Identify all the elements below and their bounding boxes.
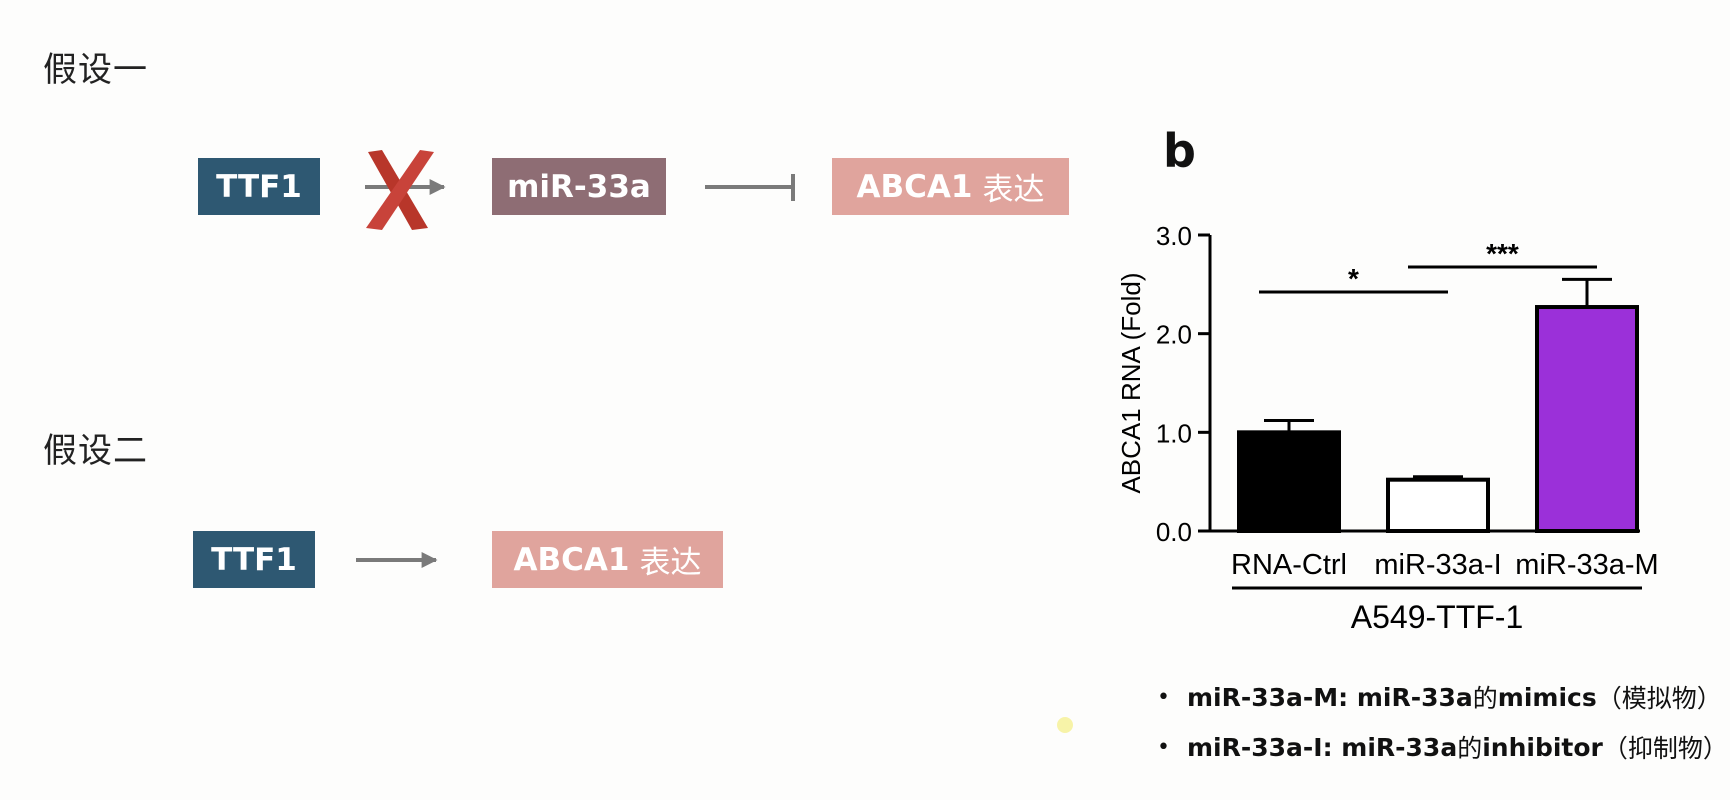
note-item: • miR-33a-M: miR-33a 的 mimics （模拟物） [1157,672,1728,722]
cross-icon [366,150,434,230]
ttf1-label: TTF1 [211,541,297,578]
abca1-box-2: ABCA1 表达 [492,531,723,588]
ttf1-label: TTF1 [216,168,302,205]
note-text: 的 [1472,684,1498,713]
note-term: miR-33a-I: miR-33a [1187,732,1458,762]
abca1-label: ABCA1 [856,168,973,205]
significance-label: * [1348,263,1359,294]
y-axis-label: ABCA1 RNA (Fold) [1116,272,1146,493]
notes-list: • miR-33a-M: miR-33a 的 mimics （模拟物） • miR-… [1157,672,1728,772]
ttf1-box-2: TTF1 [193,531,315,588]
significance-label: *** [1486,238,1519,269]
hypothesis-2-heading: 假设二 [43,431,148,471]
y-tick-label: 2.0 [1156,320,1192,350]
note-item: • miR-33a-I: miR-33a 的 inhibitor （抑制物） [1157,722,1728,772]
x-group-label: A549-TTF-1 [1351,599,1523,635]
ttf1-box-1: TTF1 [198,158,320,215]
note-text: 的 [1457,734,1483,763]
bar [1386,477,1490,533]
bullet-icon: • [1157,684,1170,710]
expression-label: 表达 [982,172,1045,208]
cursor-highlight [1057,717,1073,733]
bar [1535,305,1639,533]
note-text: （模拟物） [1596,684,1722,713]
mir33a-label: miR-33a [507,168,651,205]
x-tick-label: miR-33a-M [1515,549,1658,581]
hypothesis-1-heading: 假设一 [43,50,148,90]
y-tick-label: 1.0 [1156,418,1192,448]
bullet-icon: • [1157,734,1170,760]
bar [1237,430,1341,534]
abca1-box-1: ABCA1 表达 [832,158,1069,215]
panel-label: b [1163,124,1196,178]
note-text: （抑制物） [1602,734,1728,763]
expression-label: 表达 [639,545,702,581]
abca1-label: ABCA1 [513,541,630,578]
x-tick-label: RNA-Ctrl [1231,549,1347,581]
x-tick-label: miR-33a-I [1374,549,1501,581]
note-term: mimics [1497,682,1597,712]
y-tick-label: 0.0 [1156,517,1192,547]
note-term: miR-33a-M: miR-33a [1187,682,1473,712]
note-term: inhibitor [1482,732,1603,762]
y-tick-label: 3.0 [1156,221,1192,251]
mir33a-box: miR-33a [492,158,666,215]
